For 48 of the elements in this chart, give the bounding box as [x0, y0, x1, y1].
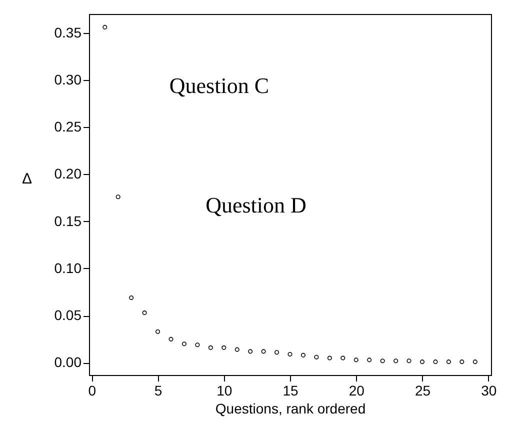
point — [142, 310, 147, 316]
point — [367, 358, 372, 362]
point — [300, 352, 306, 358]
x-tick-label: 30 — [481, 382, 497, 398]
point — [314, 354, 319, 360]
point — [327, 356, 332, 360]
point — [288, 352, 292, 357]
y-tick-label: 0.35 — [54, 24, 82, 40]
point — [182, 342, 186, 346]
x-tick-label: 20 — [348, 382, 365, 398]
point — [222, 345, 226, 350]
point — [208, 345, 213, 350]
point — [406, 358, 412, 364]
x-tick-label: 25 — [414, 382, 431, 398]
y-tick-label: 0.05 — [54, 307, 82, 324]
point — [234, 347, 240, 352]
y-axis-title: Δ — [22, 170, 32, 188]
y-tick-label: 0.30 — [54, 71, 82, 88]
point — [129, 295, 134, 300]
y-tick-label: 0.00 — [54, 354, 82, 370]
point — [446, 360, 451, 364]
x-tick-label: 10 — [216, 382, 232, 398]
point — [116, 194, 120, 200]
x-axis-title: Questions, rank ordered — [215, 400, 366, 416]
y-tick-label: 0.25 — [54, 118, 82, 135]
point — [420, 360, 425, 364]
point — [102, 24, 108, 30]
x-tick-label: 0 — [88, 382, 96, 398]
point — [195, 342, 200, 348]
point — [460, 360, 464, 364]
x-tick-label: 15 — [282, 382, 298, 398]
point — [168, 336, 174, 342]
y-tick-label: 0.20 — [54, 166, 82, 182]
point — [472, 360, 478, 364]
annotation: Question C — [169, 73, 270, 98]
point — [340, 356, 346, 360]
point — [433, 360, 438, 364]
point — [248, 349, 253, 354]
y-tick-label: 0.15 — [54, 212, 82, 229]
annotation: Question D — [206, 192, 306, 218]
point — [354, 358, 358, 362]
x-tick-label: 5 — [154, 382, 162, 398]
point — [261, 349, 266, 354]
point — [155, 329, 160, 334]
point — [394, 358, 398, 364]
point — [274, 350, 280, 355]
y-tick-label: 0.10 — [54, 260, 82, 276]
point — [380, 358, 385, 364]
